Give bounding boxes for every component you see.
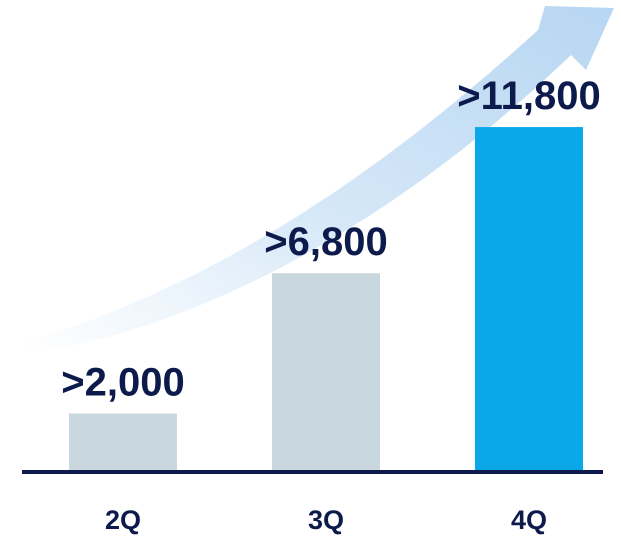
bar-4q	[475, 127, 583, 473]
value-label-3q: >6,800	[264, 220, 387, 264]
x-tick-label-2q: 2Q	[105, 505, 141, 535]
value-label-4q: >11,800	[457, 74, 601, 118]
bar-2q	[69, 413, 177, 472]
bars-group	[69, 127, 583, 473]
value-labels-group: >2,000 >6,800 >11,800	[61, 74, 600, 404]
x-tick-label-4q: 4Q	[511, 505, 547, 535]
bar-3q	[272, 273, 380, 472]
x-tick-labels-group: 2Q 3Q 4Q	[105, 505, 547, 535]
value-label-2q: >2,000	[61, 361, 184, 405]
x-tick-label-3q: 3Q	[308, 505, 344, 535]
growth-trend-arrow	[18, 6, 614, 352]
